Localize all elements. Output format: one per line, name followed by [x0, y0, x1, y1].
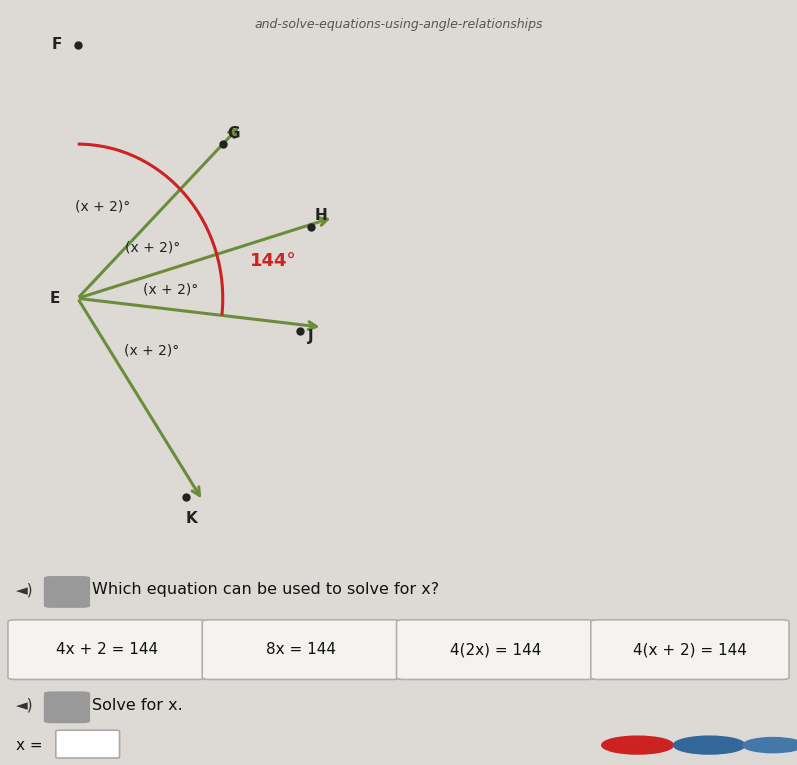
Text: ◄): ◄) [16, 582, 33, 597]
Text: (x + 2)°: (x + 2)° [143, 282, 198, 297]
Text: and-solve-equations-using-angle-relationships: and-solve-equations-using-angle-relation… [254, 18, 543, 31]
Text: F: F [52, 37, 62, 53]
FancyBboxPatch shape [396, 620, 595, 679]
Text: 4x + 2 = 144: 4x + 2 = 144 [56, 642, 158, 657]
FancyBboxPatch shape [56, 730, 120, 758]
FancyBboxPatch shape [44, 692, 90, 723]
Text: 4(2x) = 144: 4(2x) = 144 [450, 642, 541, 657]
Text: 4(x + 2) = 144: 4(x + 2) = 144 [633, 642, 747, 657]
Text: ◄): ◄) [16, 698, 33, 713]
FancyBboxPatch shape [44, 576, 90, 608]
FancyBboxPatch shape [202, 620, 400, 679]
Text: 144°: 144° [250, 252, 296, 270]
Text: (x + 2)°: (x + 2)° [76, 200, 131, 213]
Text: G: G [227, 125, 239, 141]
Circle shape [743, 737, 797, 753]
Text: J: J [308, 330, 314, 344]
Text: E: E [49, 291, 60, 306]
Text: 8x = 144: 8x = 144 [266, 642, 336, 657]
FancyBboxPatch shape [8, 620, 206, 679]
Text: H: H [315, 208, 328, 223]
Text: Solve for x.: Solve for x. [92, 698, 183, 713]
Circle shape [602, 736, 673, 754]
Text: K: K [186, 511, 198, 526]
Text: (x + 2)°: (x + 2)° [125, 241, 180, 255]
Text: Which equation can be used to solve for x?: Which equation can be used to solve for … [92, 582, 439, 597]
Circle shape [673, 736, 745, 754]
FancyBboxPatch shape [591, 620, 789, 679]
Text: x =: x = [16, 737, 42, 753]
Text: (x + 2)°: (x + 2)° [124, 343, 179, 357]
